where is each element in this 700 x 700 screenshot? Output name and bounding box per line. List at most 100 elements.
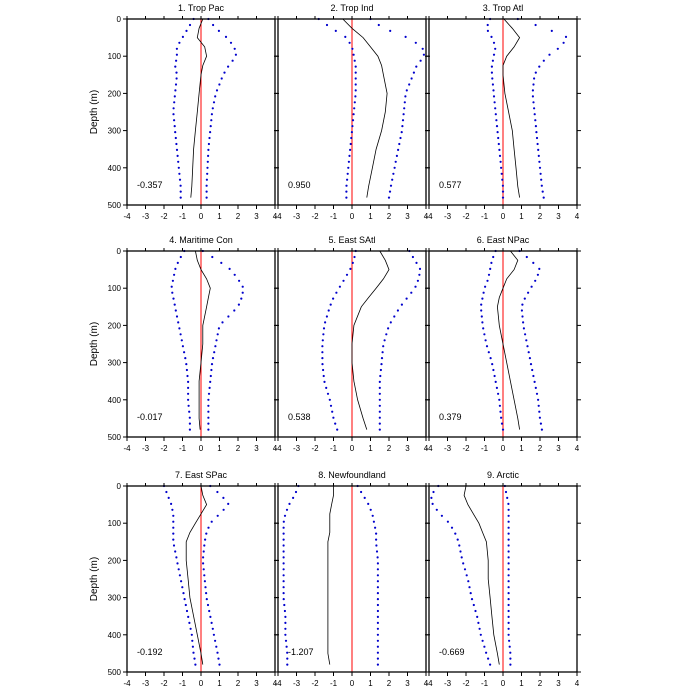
bound-dot xyxy=(175,71,178,74)
bound-dot xyxy=(181,345,184,348)
bound-dot xyxy=(480,315,483,318)
bound-dot xyxy=(498,404,501,407)
upper-bound-series xyxy=(516,17,568,199)
bound-dot xyxy=(334,29,337,32)
bound-dot xyxy=(325,23,329,27)
bound-dot xyxy=(231,59,234,62)
x-tick-label: -1 xyxy=(179,212,187,221)
bound-dot xyxy=(223,71,226,74)
panel-value: 0.538 xyxy=(288,412,311,422)
x-tick-label: -3 xyxy=(444,679,452,688)
bound-dot xyxy=(486,29,489,32)
bound-dot xyxy=(525,255,528,259)
y-tick-label: 100 xyxy=(108,284,122,293)
bound-dot xyxy=(352,53,355,56)
bound-dot xyxy=(497,392,500,395)
bound-dot xyxy=(538,65,541,68)
bound-dot xyxy=(520,309,524,312)
bound-dot xyxy=(188,621,191,625)
bound-dot xyxy=(205,190,208,193)
bound-dot xyxy=(402,113,405,116)
bound-dot xyxy=(353,101,356,104)
bound-dot xyxy=(478,627,481,630)
bound-dot xyxy=(288,502,291,505)
bound-dot xyxy=(347,166,350,169)
bound-dot xyxy=(233,273,236,276)
bound-dot xyxy=(458,544,461,547)
bound-dot xyxy=(187,392,190,395)
bound-dot xyxy=(539,422,543,425)
mean-profile-line xyxy=(342,18,388,198)
bound-dot xyxy=(349,148,352,151)
bound-dot xyxy=(491,83,494,86)
x-tick-label: 0 xyxy=(501,212,506,221)
bound-dot xyxy=(207,142,210,146)
bound-dot xyxy=(497,142,500,146)
bound-dot xyxy=(530,285,533,288)
x-tick-label: 2 xyxy=(387,212,392,221)
bound-dot xyxy=(532,101,535,104)
bound-dot xyxy=(173,125,176,128)
x-tick-label: -4 xyxy=(123,679,131,688)
y-tick-label: 200 xyxy=(108,89,122,98)
bound-dot xyxy=(187,380,190,383)
bound-dot xyxy=(211,255,214,259)
x-tick-label: 1 xyxy=(519,679,524,688)
bound-dot xyxy=(535,131,538,134)
x-tick-label: 1 xyxy=(217,679,222,688)
bound-dot xyxy=(179,255,182,259)
bound-dot xyxy=(172,526,175,529)
bound-dot xyxy=(479,633,482,636)
bound-dot xyxy=(472,603,475,607)
bound-dot xyxy=(173,101,176,104)
x-tick-label: 3 xyxy=(556,212,561,221)
bound-dot xyxy=(285,508,289,511)
bound-dot xyxy=(377,23,380,27)
x-tick-label: -3 xyxy=(293,444,301,453)
bound-dot xyxy=(178,41,181,44)
bound-dot xyxy=(387,327,390,330)
x-tick-label: -1 xyxy=(481,212,489,221)
bound-dot xyxy=(218,663,221,666)
bound-dot xyxy=(538,166,542,169)
x-tick-label: 2 xyxy=(538,679,543,688)
x-tick-label: -1 xyxy=(330,679,338,688)
x-tick-label: 2 xyxy=(236,679,241,688)
y-tick-label: 500 xyxy=(108,201,122,210)
y-tick-label: 0 xyxy=(117,247,122,256)
bound-dot xyxy=(323,380,326,383)
bound-dot xyxy=(376,663,379,666)
bound-dot xyxy=(422,53,425,56)
bound-dot xyxy=(485,651,488,654)
bound-dot xyxy=(171,291,174,294)
bound-dot xyxy=(237,303,240,306)
bound-dot xyxy=(507,520,510,523)
bound-dot xyxy=(531,89,535,92)
bound-dot xyxy=(536,142,539,146)
bound-dot xyxy=(525,339,528,342)
bound-dot xyxy=(284,615,287,619)
bound-dot xyxy=(208,386,211,389)
x-tick-label: -4 xyxy=(425,212,433,221)
bound-dot xyxy=(228,267,231,270)
panel-1: -4 -3 -2 -1 0 1 2 3 4 0 100 200 300 400 500 Depth (m) 1.… xyxy=(89,3,279,221)
bound-dot xyxy=(507,603,510,607)
panel-value: -0.669 xyxy=(439,647,465,657)
bound-dot xyxy=(220,77,223,80)
bound-dot xyxy=(207,392,211,395)
bound-dot xyxy=(534,119,537,122)
bound-dot xyxy=(227,65,230,68)
bound-dot xyxy=(522,321,525,324)
bound-dot xyxy=(188,410,191,413)
bound-dot xyxy=(507,633,510,636)
bound-dot xyxy=(344,35,347,39)
bound-dot xyxy=(534,71,537,74)
bound-dot xyxy=(350,131,353,134)
bound-dot xyxy=(238,279,241,282)
bound-dot xyxy=(456,538,459,541)
bound-dot xyxy=(174,309,177,312)
bound-dot xyxy=(389,321,392,324)
x-tick-label: 0 xyxy=(350,212,355,221)
bound-dot xyxy=(203,574,206,577)
bound-dot xyxy=(326,392,330,395)
